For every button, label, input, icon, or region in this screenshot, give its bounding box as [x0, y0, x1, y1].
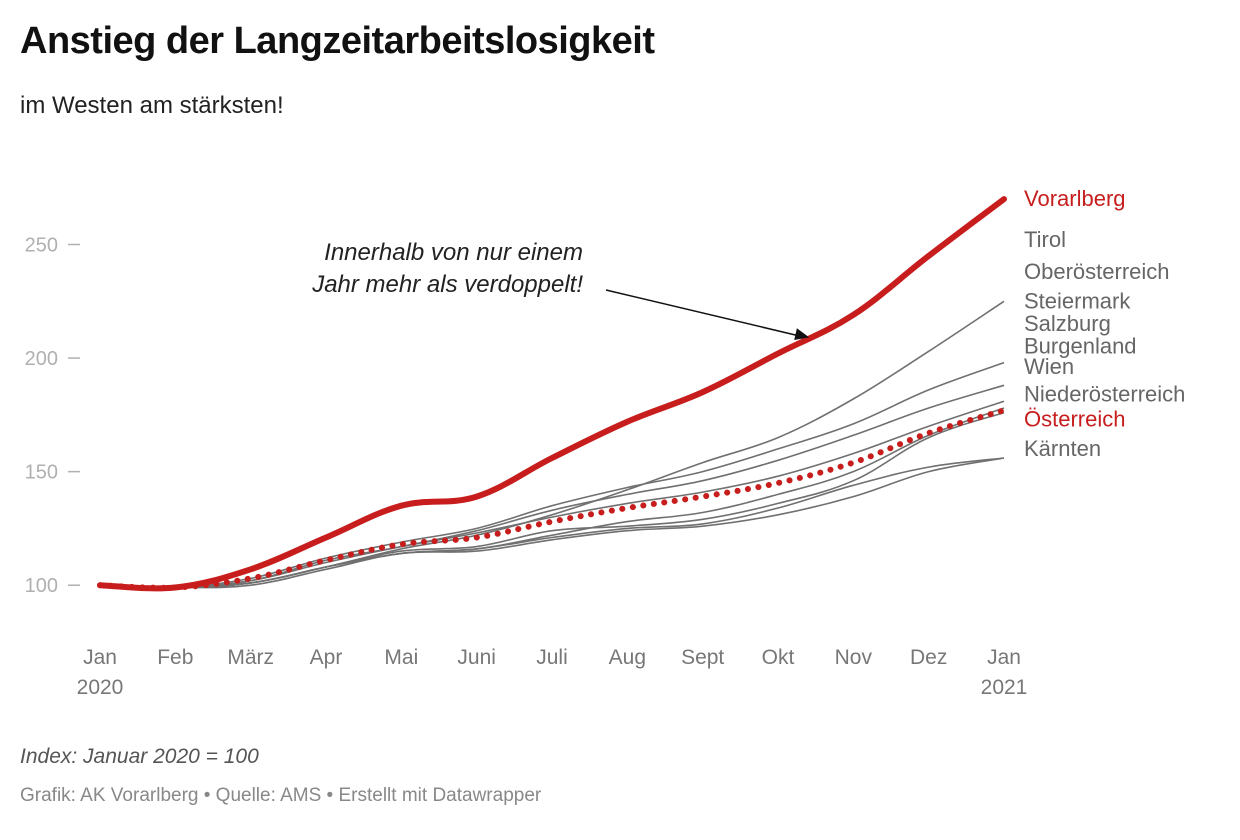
x-tick-label: Feb	[157, 646, 193, 669]
x-tick-year: 2021	[981, 676, 1028, 699]
series-line-oesterreich	[97, 407, 1007, 591]
x-tick-label: Apr	[310, 646, 343, 669]
series-line-kaernten	[99, 457, 1005, 589]
y-tick-label: 250	[25, 235, 58, 257]
x-tick-label: Juli	[536, 646, 568, 669]
x-tick-label: Sept	[681, 646, 724, 669]
series-label-vorarlberg: Vorarlberg	[1024, 186, 1126, 211]
series-line-vorarlberg	[97, 196, 1007, 592]
series-label-wien: Wien	[1024, 354, 1074, 379]
series-label-kaernten: Kärnten	[1024, 436, 1101, 461]
x-tick-year: 2020	[77, 676, 124, 699]
annotation-text: Jahr mehr als verdoppelt!	[311, 271, 583, 298]
series-line-niederoesterreich	[99, 457, 1005, 589]
x-tick-label: Juni	[457, 646, 496, 669]
x-tick-label: Dez	[910, 646, 947, 669]
series-label-salzburg: Salzburg	[1024, 311, 1111, 336]
index-note: Index: Januar 2020 = 100	[20, 745, 259, 768]
series-label-oesterreich: Österreich	[1024, 406, 1125, 431]
x-tick-label: Aug	[609, 646, 646, 669]
series-line-steiermark	[99, 384, 1005, 589]
x-tick-label: Jan	[987, 646, 1021, 669]
chart-title: Anstieg der Langzeitarbeitslosigkeit	[20, 20, 655, 62]
series-line-wien	[99, 411, 1005, 589]
series-label-oberoesterreich: Oberösterreich	[1024, 259, 1170, 284]
series-label-burgenland: Burgenland	[1024, 334, 1137, 359]
series-label-steiermark: Steiermark	[1024, 288, 1131, 313]
x-tick-label: Jan	[83, 646, 117, 669]
x-tick-label: März	[227, 646, 274, 669]
source-footer: Grafik: AK Vorarlberg • Quelle: AMS • Er…	[20, 785, 542, 806]
y-tick-label: 150	[25, 462, 58, 484]
series-line-tirol	[99, 300, 1005, 589]
x-tick-label: Mai	[384, 646, 418, 669]
series-label-niederoesterreich: Niederösterreich	[1024, 381, 1185, 406]
chart-subtitle: im Westen am stärksten!	[20, 92, 284, 119]
x-tick-label: Nov	[835, 646, 873, 669]
series-line-salzburg	[99, 400, 1005, 589]
annotation-arrow-line	[605, 289, 802, 338]
annotation-text: Innerhalb von nur einem	[324, 239, 583, 266]
y-tick-label: 100	[25, 575, 58, 597]
series-line-burgenland	[99, 407, 1005, 589]
series-label-tirol: Tirol	[1024, 227, 1066, 252]
x-tick-label: Okt	[762, 646, 795, 669]
series-line-oberoesterreich	[99, 361, 1005, 589]
annotation-arrow-head	[794, 328, 810, 340]
y-tick-label: 200	[25, 348, 58, 370]
